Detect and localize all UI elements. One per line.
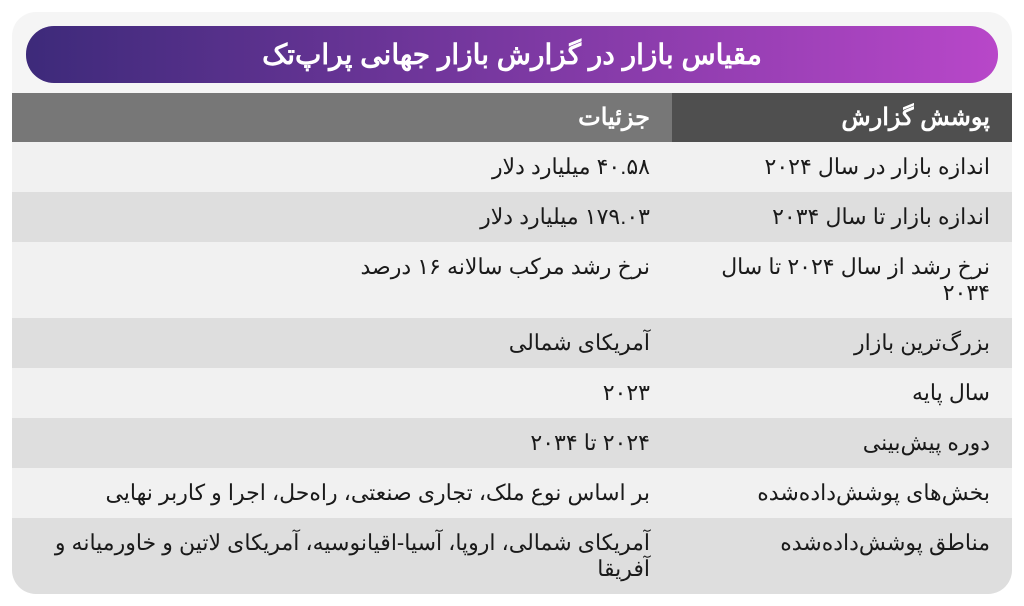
table-row: بزرگ‌ترین بازارآمریکای شمالی xyxy=(12,318,1012,368)
row-label: سال پایه xyxy=(672,368,1012,418)
table-row: نرخ رشد از سال ۲۰۲۴ تا سال ۲۰۳۴نرخ رشد م… xyxy=(12,242,1012,318)
row-detail: ۲۰۲۴ تا ۲۰۳۴ xyxy=(12,418,672,468)
table-body: اندازه بازار در سال ۲۰۲۴۴۰.۵۸ میلیارد دل… xyxy=(12,142,1012,594)
table-row: بخش‌های پوشش‌داده‌شدهبر اساس نوع ملک، تج… xyxy=(12,468,1012,518)
row-label: بزرگ‌ترین بازار xyxy=(672,318,1012,368)
table-row: دوره پیش‌بینی۲۰۲۴ تا ۲۰۳۴ xyxy=(12,418,1012,468)
row-detail: آمریکای شمالی xyxy=(12,318,672,368)
row-detail: ۱۷۹.۰۳ میلیارد دلار xyxy=(12,192,672,242)
report-table-card: مقیاس بازار در گزارش بازار جهانی پراپ‌تک… xyxy=(12,12,1012,594)
table-row: اندازه بازار در سال ۲۰۲۴۴۰.۵۸ میلیارد دل… xyxy=(12,142,1012,192)
row-label: اندازه بازار در سال ۲۰۲۴ xyxy=(672,142,1012,192)
row-detail: بر اساس نوع ملک، تجاری صنعتی، راه‌حل، اج… xyxy=(12,468,672,518)
row-detail: ۲۰۲۳ xyxy=(12,368,672,418)
row-label: بخش‌های پوشش‌داده‌شده xyxy=(672,468,1012,518)
table-title: مقیاس بازار در گزارش بازار جهانی پراپ‌تک xyxy=(26,26,998,83)
row-label: اندازه بازار تا سال ۲۰۳۴ xyxy=(672,192,1012,242)
table-row: اندازه بازار تا سال ۲۰۳۴۱۷۹.۰۳ میلیارد د… xyxy=(12,192,1012,242)
row-label: دوره پیش‌بینی xyxy=(672,418,1012,468)
header-label: پوشش گزارش xyxy=(672,93,1012,142)
table-row: سال پایه۲۰۲۳ xyxy=(12,368,1012,418)
row-detail: ۴۰.۵۸ میلیارد دلار xyxy=(12,142,672,192)
table-row: مناطق پوشش‌داده‌شدهآمریکای شمالی، اروپا،… xyxy=(12,518,1012,594)
row-detail: نرخ رشد مرکب سالانه ۱۶ درصد xyxy=(12,242,672,318)
header-detail: جزئیات xyxy=(12,93,672,142)
table-header-row: پوشش گزارش جزئیات xyxy=(12,93,1012,142)
row-label: مناطق پوشش‌داده‌شده xyxy=(672,518,1012,594)
row-label: نرخ رشد از سال ۲۰۲۴ تا سال ۲۰۳۴ xyxy=(672,242,1012,318)
row-detail: آمریکای شمالی، اروپا، آسیا-اقیانوسیه، آم… xyxy=(12,518,672,594)
